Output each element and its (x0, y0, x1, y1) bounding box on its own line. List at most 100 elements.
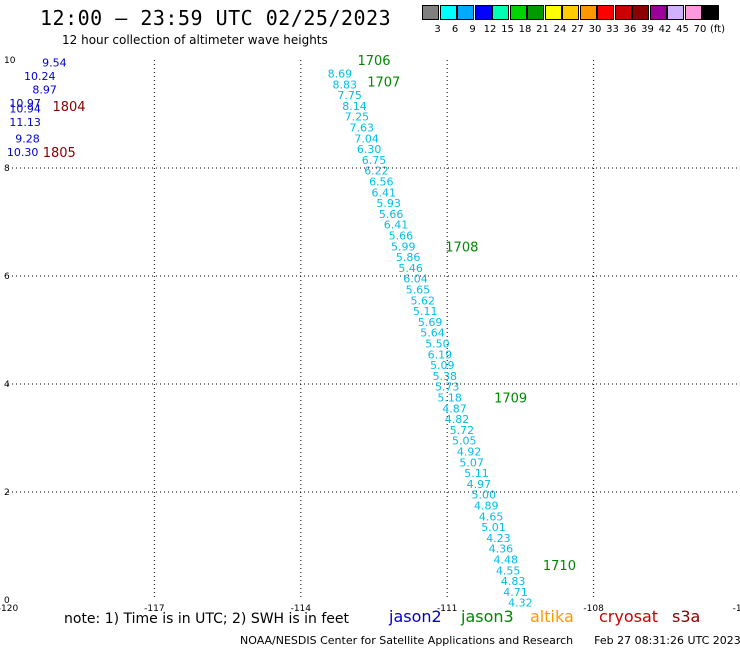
color-swatch (702, 5, 719, 20)
color-swatch (579, 5, 597, 20)
x-tick-label: -114 (291, 604, 312, 614)
data-point-jason3: 5.05 (452, 435, 477, 448)
data-point-jason3: 5.11 (464, 467, 489, 480)
color-scale-label: 3 (434, 24, 441, 35)
data-point-jason3: 5.86 (396, 251, 421, 264)
color-scale-label: 12 (483, 24, 497, 35)
color-swatch (597, 5, 614, 20)
x-tick-label: -10 (733, 604, 740, 614)
y-tick-label: 6 (4, 272, 10, 282)
color-scale-label: 30 (588, 24, 602, 35)
data-point-jason3: 4.36 (489, 543, 514, 556)
data-point-jason3: 5.72 (450, 424, 475, 437)
satellite-s3a: s3a (672, 607, 701, 626)
data-point-jason3: 5.93 (376, 197, 401, 210)
color-scale-label: 27 (571, 24, 584, 35)
satellite-altika: altika (530, 607, 574, 626)
data-point-jason2: 9.54 (42, 57, 67, 70)
data-point-jason3: 5.46 (398, 262, 423, 275)
data-point-jason3: 4.55 (496, 564, 521, 577)
credit-line: NOAA/NESDIS Center for Satellite Applica… (240, 634, 740, 647)
color-scale-label: 15 (501, 24, 514, 35)
data-point-jason2: 10.97 (9, 97, 41, 110)
data-point-jason3: 5.11 (413, 305, 438, 318)
x-tick-label: -111 (437, 604, 457, 614)
data-point-jason2: 11.13 (9, 116, 41, 129)
data-point-jason2: 10.24 (24, 70, 56, 83)
satellite-jason2: jason2 (389, 607, 442, 626)
color-swatch (457, 5, 474, 20)
data-point-jason3: 5.66 (379, 208, 404, 221)
chart-subtitle: 12 hour collection of altimeter wave hei… (62, 33, 328, 47)
data-point-jason3: 5.64 (420, 327, 445, 340)
color-scale-label: 39 (641, 24, 654, 35)
data-point-jason3: 6.22 (364, 165, 389, 178)
data-point-jason3: 5.00 (472, 489, 497, 502)
data-point-jason3: 4.97 (467, 478, 492, 491)
chart-title: 12:00 – 23:59 UTC 02/25/2023 (40, 6, 392, 30)
color-swatch (562, 5, 579, 20)
data-point-jason3: 4.23 (486, 532, 511, 545)
color-swatch (649, 5, 667, 20)
color-swatch (492, 5, 509, 20)
data-point-jason3: 4.87 (442, 402, 467, 415)
color-scale-label: 21 (536, 24, 549, 35)
color-swatch (527, 5, 544, 20)
x-tick-label: -120 (0, 604, 18, 614)
color-swatch (684, 5, 702, 20)
color-scale-label: (ft) (709, 24, 726, 35)
data-point-jason3: 5.65 (406, 284, 431, 297)
data-point-jason3: 4.83 (501, 575, 526, 588)
color-scale-label: 70 (693, 24, 707, 35)
data-point-jason3: 5.62 (411, 294, 436, 307)
credit-text: NOAA/NESDIS Center for Satellite Applica… (240, 634, 574, 647)
data-point-jason2: 9.28 (15, 132, 40, 145)
data-point-jason3: 7.75 (337, 89, 362, 102)
data-point-jason3: 4.65 (479, 510, 504, 523)
data-point-jason3: 4.32 (508, 597, 533, 610)
color-swatch (474, 5, 492, 20)
data-point-jason3: 4.71 (503, 586, 528, 599)
generated-timestamp: Feb 27 08:31:26 UTC 2023 (594, 634, 740, 647)
data-point-jason3: 7.63 (350, 122, 375, 135)
y-tick-label: 0 (4, 596, 10, 606)
data-point-jason3: 5.66 (389, 230, 414, 243)
color-swatch (632, 5, 649, 20)
data-point-jason3: 6.04 (403, 273, 428, 286)
color-scale-legend: 3 6 9 12 15 18 21 24 27 30 33 36 39 42 45 70 (ft) (422, 5, 732, 39)
color-swatch (667, 5, 684, 20)
data-point-jason3: 5.73 (435, 381, 460, 394)
y-tick-label: 2 (4, 488, 10, 498)
color-scale-label: 18 (518, 24, 532, 35)
data-point-jason3: 8.83 (332, 78, 357, 91)
data-point-jason3: 5.01 (481, 521, 506, 534)
data-point-jason3: 8.14 (342, 100, 367, 113)
color-scale-label: 36 (623, 24, 637, 35)
data-point-jason3: 5.69 (418, 316, 443, 329)
color-swatch (544, 5, 562, 20)
color-swatch (439, 5, 457, 20)
data-point-jason3: 6.19 (428, 348, 453, 361)
color-scale-label: 45 (676, 24, 689, 35)
color-scale-label: 42 (658, 24, 672, 35)
time-annotation: 1708 (445, 240, 478, 255)
time-annotation: 1804 (52, 100, 85, 115)
color-swatch (422, 5, 439, 20)
color-swatch (509, 5, 527, 20)
data-point-jason3: 6.41 (372, 186, 397, 199)
color-swatch (614, 5, 632, 20)
data-point-jason3: 5.50 (425, 338, 450, 351)
data-point-jason2: 10.94 (9, 103, 41, 116)
time-annotation: 1707 (367, 76, 400, 91)
time-annotation: 1706 (357, 54, 390, 69)
x-tick-label: -108 (583, 604, 604, 614)
time-annotation: 1710 (543, 559, 576, 574)
color-scale-label: 24 (553, 24, 567, 35)
data-point-jason3: 6.75 (362, 154, 387, 167)
data-point-jason3: 4.89 (474, 500, 499, 513)
satellite-cryosat: cryosat (599, 607, 659, 626)
data-point-jason3: 8.69 (328, 68, 353, 81)
color-scale-label: 9 (469, 24, 476, 35)
data-point-jason3: 5.99 (391, 240, 416, 253)
